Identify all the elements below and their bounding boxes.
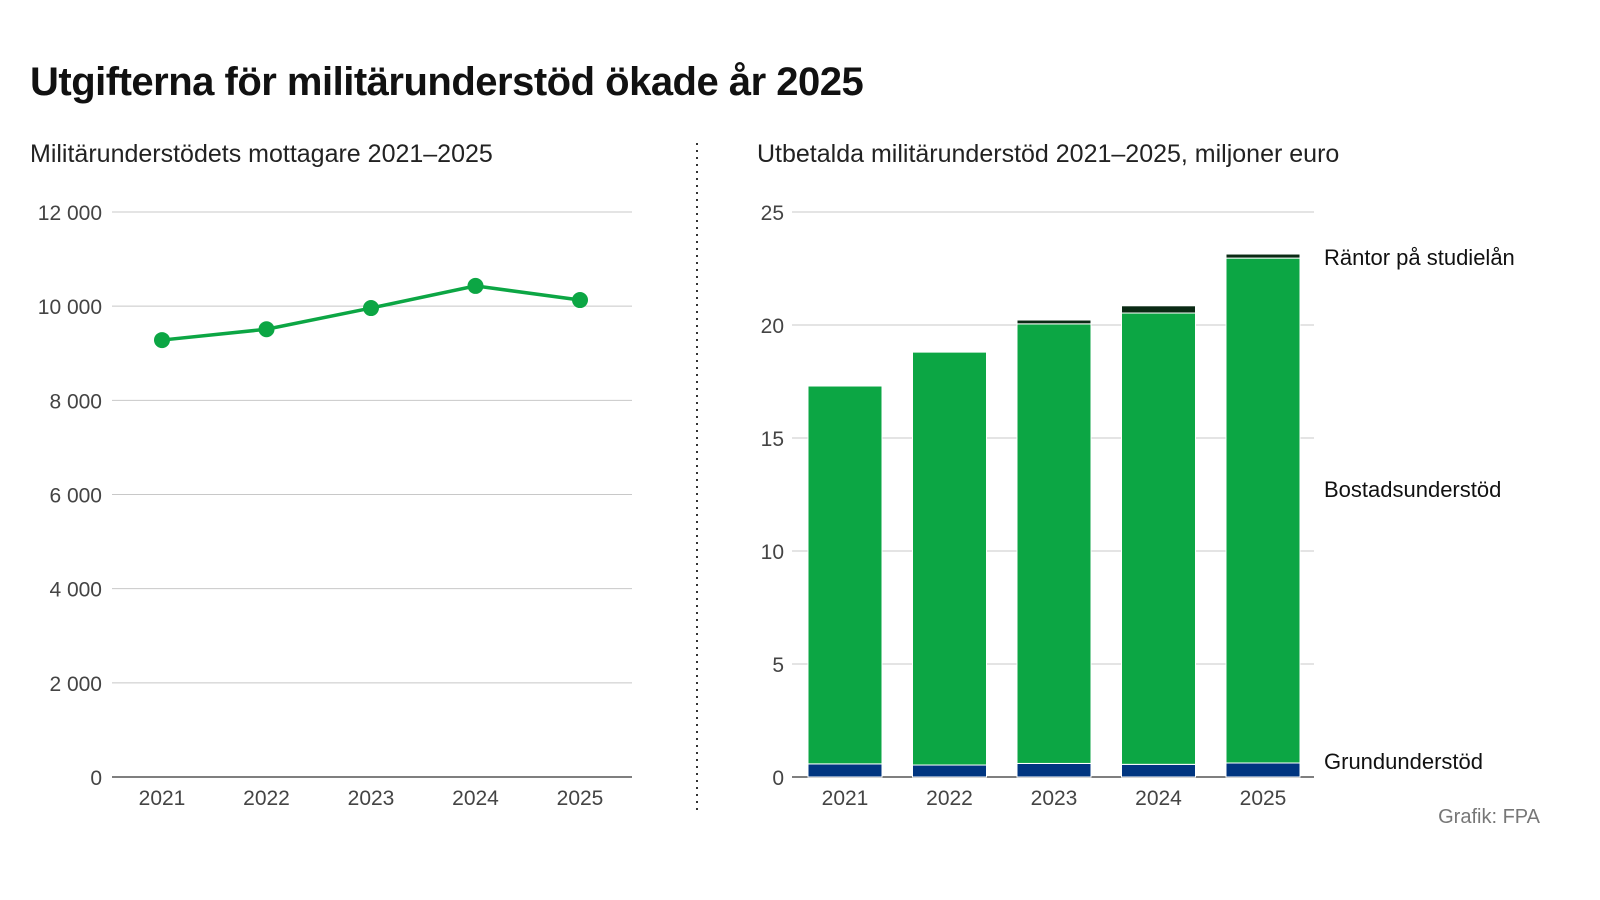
bar-grundunderstöd	[1016, 762, 1092, 778]
bar-räntor på studielån	[1016, 319, 1092, 325]
bar-bostadsunderstöd	[1016, 323, 1092, 764]
y-tick-label: 20	[761, 315, 784, 338]
bar-bostadsunderstöd	[912, 351, 987, 766]
x-tick-label: 2022	[926, 787, 973, 810]
data-point	[363, 300, 379, 317]
series-label: Räntor på studielån	[1324, 245, 1515, 270]
x-tick-label: 2024	[1135, 787, 1182, 810]
bar-räntor på studielån	[1121, 305, 1196, 314]
data-point	[572, 292, 588, 309]
x-tick-label: 2024	[452, 787, 499, 810]
bar-bostadsunderstöd	[1225, 257, 1301, 764]
y-tick-label: 25	[761, 202, 784, 225]
x-tick-label: 2022	[243, 787, 290, 810]
y-tick-label: 12 000	[38, 202, 102, 225]
y-tick-label: 5	[772, 654, 784, 677]
credit: Grafik: FPA	[1438, 806, 1540, 828]
page-title: Utgifterna för militärunderstöd ökade år…	[30, 60, 864, 104]
y-tick-label: 10 000	[38, 296, 102, 319]
x-tick-label: 2021	[139, 787, 186, 810]
x-tick-label: 2021	[822, 787, 869, 810]
y-tick-label: 6 000	[49, 485, 102, 508]
y-tick-label: 15	[761, 428, 784, 451]
y-tick-label: 0	[90, 767, 102, 790]
x-tick-label: 2023	[348, 787, 395, 810]
bar-chart-title: Utbetalda militärunderstöd 2021–2025, mi…	[757, 140, 1340, 168]
bar-bostadsunderstöd	[807, 385, 883, 765]
bar-grundunderstöd	[912, 764, 987, 778]
y-tick-label: 2 000	[49, 673, 102, 696]
data-point	[258, 321, 275, 338]
y-tick-label: 4 000	[49, 579, 102, 602]
bar-bostadsunderstöd	[1121, 312, 1196, 765]
x-tick-label: 2025	[1240, 787, 1287, 810]
bar-grundunderstöd	[1225, 762, 1301, 778]
series-label: Grundunderstöd	[1324, 749, 1483, 774]
x-tick-label: 2023	[1031, 787, 1078, 810]
bar-räntor på studielån	[1225, 253, 1301, 259]
y-tick-label: 10	[761, 541, 784, 564]
series-label: Bostadsunderstöd	[1324, 477, 1501, 502]
y-tick-label: 0	[772, 767, 784, 790]
line-chart-title: Militärunderstödets mottagare 2021–2025	[30, 140, 493, 168]
bar-grundunderstöd	[807, 763, 883, 778]
data-point	[467, 277, 484, 294]
x-tick-label: 2025	[557, 787, 604, 810]
y-tick-label: 8 000	[49, 390, 102, 413]
data-point	[154, 332, 170, 349]
bar-grundunderstöd	[1121, 763, 1196, 778]
